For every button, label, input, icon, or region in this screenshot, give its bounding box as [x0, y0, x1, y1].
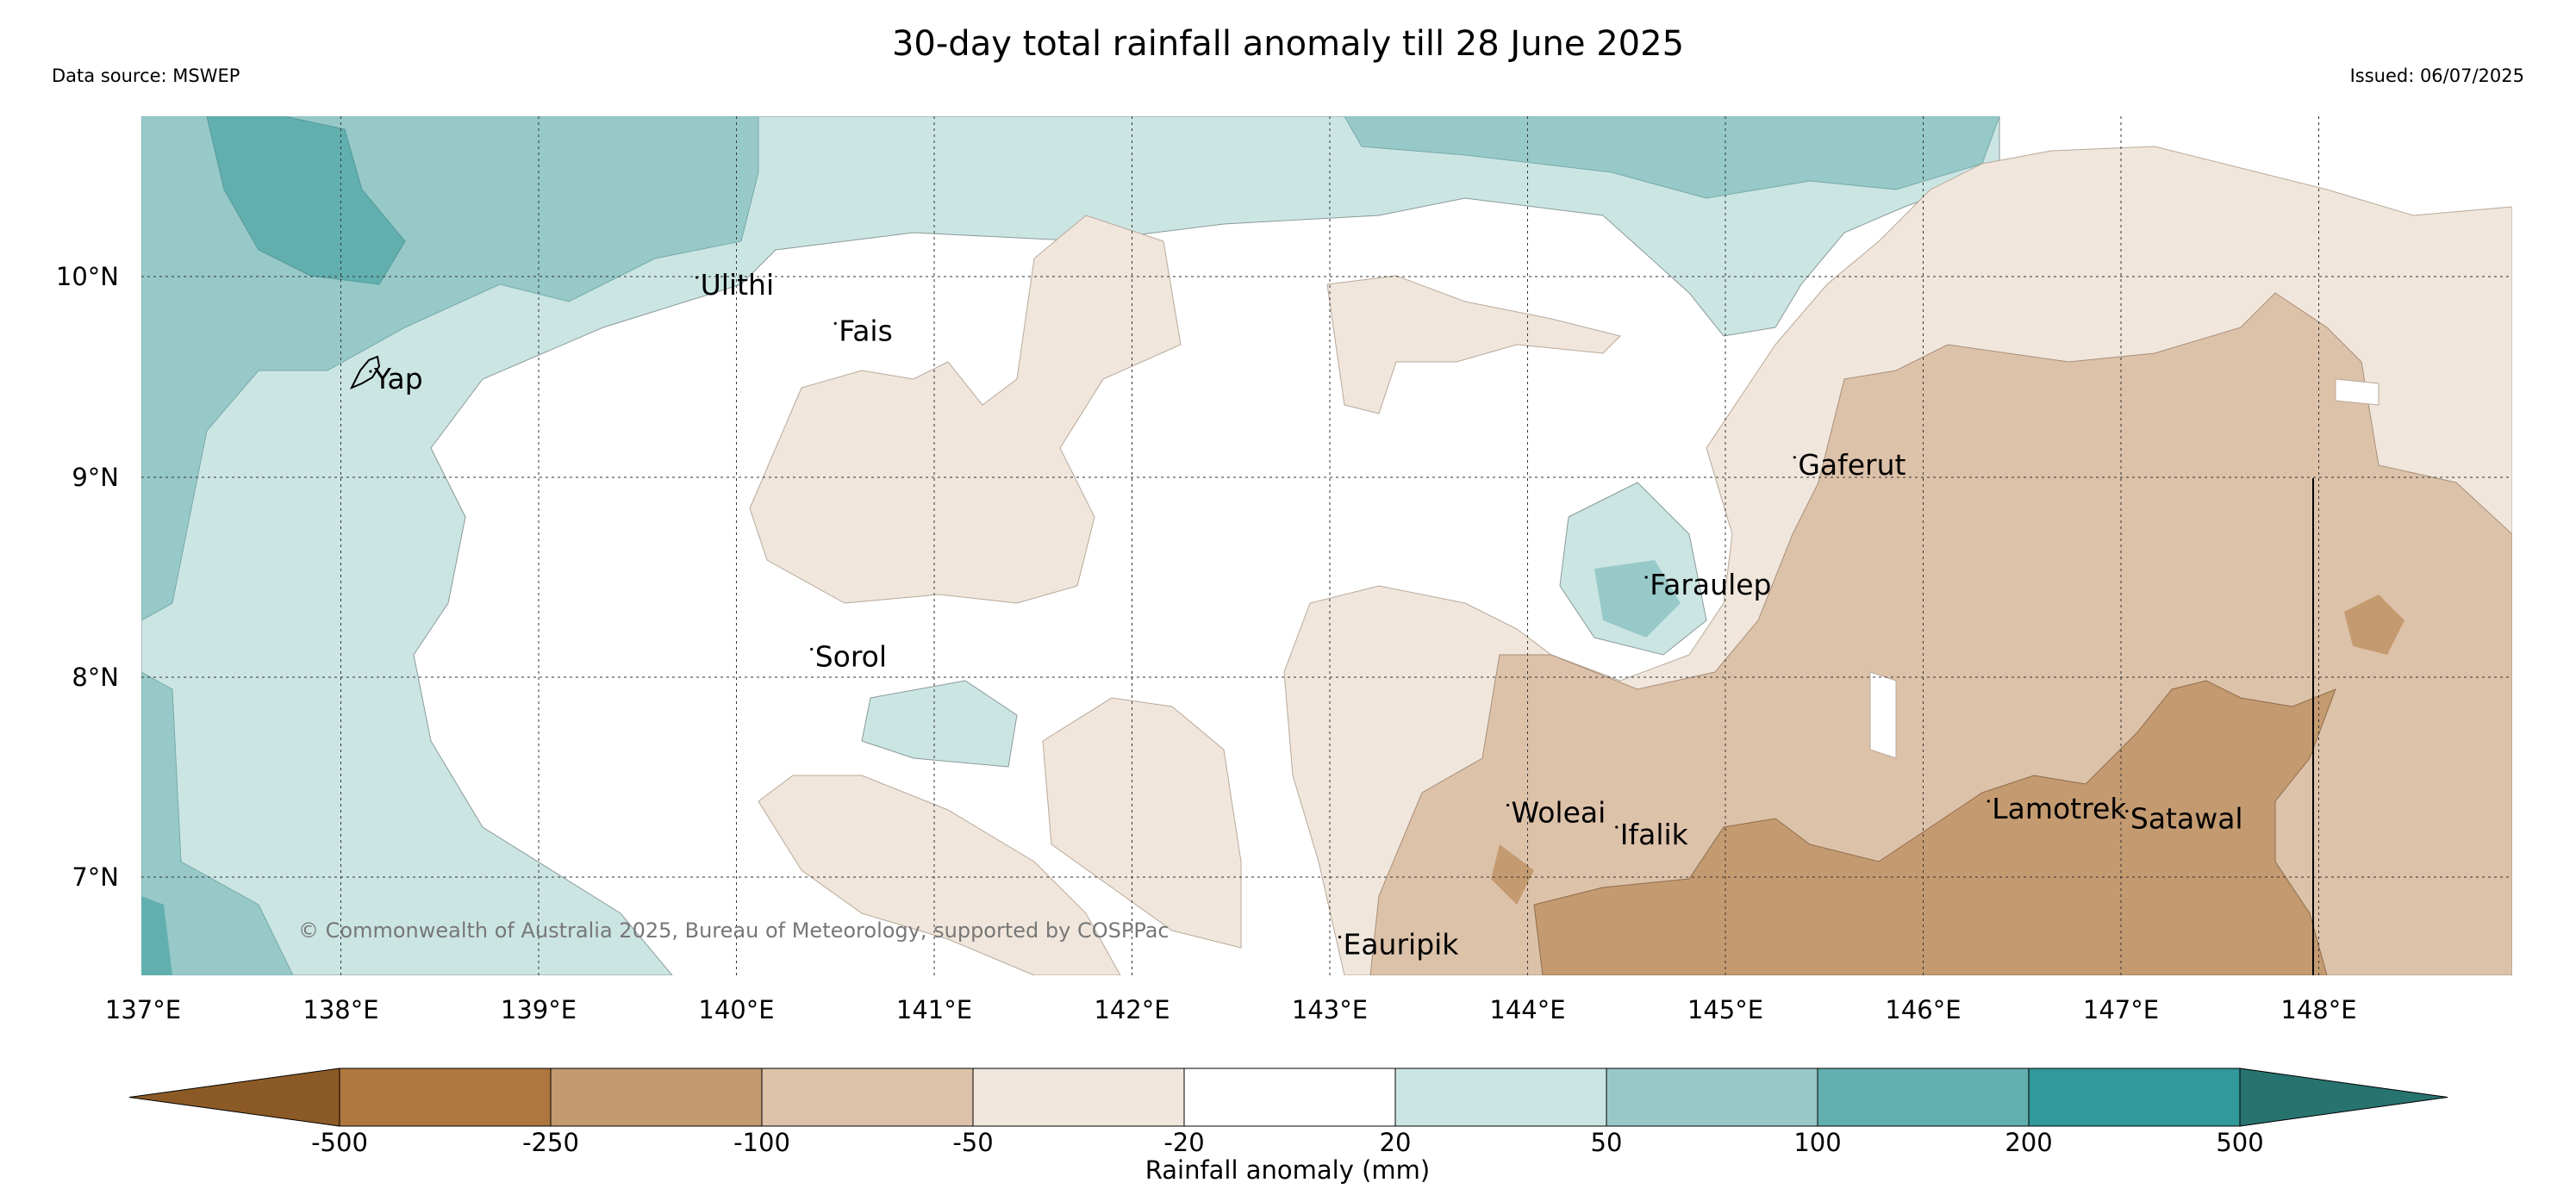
colorbar-segment — [339, 1068, 552, 1127]
contour-dry-20-50c — [1326, 275, 1621, 414]
lat-tick-label: 8°N — [72, 663, 119, 692]
place-label: Lamotrek — [1992, 792, 2127, 825]
colorbar-tick-labels: -500 -250 -100 -50 -20 20 50 100 200 500 — [311, 1128, 2264, 1157]
place-marker — [2125, 809, 2129, 813]
lon-tick-label: 139°E — [501, 995, 577, 1024]
place-label: Woleai — [1512, 795, 1606, 829]
lon-tick-label: 147°E — [2083, 995, 2159, 1024]
colorbar-segment — [972, 1068, 1185, 1127]
colorbar-label: Rainfall anomaly (mm) — [1145, 1155, 1431, 1185]
place-labels: Ulithi Fais Yap Gaferut Faraulep Sorol Woleai I… — [369, 268, 2243, 962]
place-label: Gaferut — [1798, 448, 1905, 482]
colorbar-segment — [1817, 1068, 2030, 1127]
issued-date-label: Issued: 06/07/2025 — [2349, 65, 2524, 86]
place-marker — [1644, 576, 1648, 579]
yap-island-outline — [349, 355, 381, 389]
place-label: Faraulep — [1650, 568, 1771, 601]
colorbar-segment — [1183, 1068, 1396, 1127]
lon-tick-label: 140°E — [698, 995, 774, 1024]
place-label: Yap — [373, 362, 423, 395]
place-marker — [1506, 803, 1510, 807]
lon-tick-label: 148°E — [2280, 995, 2356, 1024]
colorbar-extend-high — [2239, 1068, 2448, 1127]
lon-tick-label: 142°E — [1094, 995, 1169, 1024]
colorbar-tick-label: 200 — [2005, 1128, 2052, 1157]
contour-dry-100-250 — [1533, 680, 2336, 975]
colorbar-segment — [2028, 1068, 2241, 1127]
place-label: Eauripik — [1343, 928, 1459, 962]
place-label: Ifalik — [1620, 818, 1689, 851]
map-title: 30-day total rainfall anomaly till 28 Ju… — [891, 24, 1685, 64]
colorbar-tick-label: -50 — [952, 1128, 993, 1157]
place-marker — [833, 321, 837, 325]
contour-wet-faraulep-inner — [1594, 560, 1681, 638]
contour-dry-20-50d — [758, 775, 1121, 975]
colorbar-tick-label: 500 — [2216, 1128, 2263, 1157]
colorbar-tick-label: -20 — [1163, 1128, 1204, 1157]
colorbar-extend-low — [128, 1068, 340, 1127]
contour-wet-50-100c — [141, 671, 294, 975]
colorbar-tick-label: -500 — [311, 1128, 368, 1157]
colorbar-tick-label: -250 — [522, 1128, 579, 1157]
colorbar-segment — [550, 1068, 763, 1127]
lon-tick-label: 143°E — [1292, 995, 1368, 1024]
contour-wet-100-200b — [141, 896, 172, 975]
lon-tick-label: 146°E — [1885, 995, 1961, 1024]
data-source-label: Data source: MSWEP — [52, 65, 240, 86]
latitude-tick-labels: 7°N 8°N 9°N 10°N — [56, 262, 119, 892]
colorbar-body — [128, 1068, 2448, 1127]
place-label: Sorol — [815, 640, 887, 674]
contour-dry-100-250b — [2344, 594, 2404, 655]
place-marker — [1615, 825, 1619, 829]
lon-tick-label: 137°E — [105, 995, 181, 1024]
place-marker — [369, 370, 372, 373]
colorbar-segment — [761, 1068, 974, 1127]
contour-dry-20-50e — [1042, 697, 1242, 949]
colorbar-segment — [1606, 1068, 1818, 1127]
lat-tick-label: 9°N — [72, 463, 119, 492]
rainfall-anomaly-map: © Commonwealth of Australia 2025, Bureau… — [56, 116, 2512, 1024]
place-marker — [810, 647, 814, 651]
place-marker — [695, 276, 699, 279]
place-label: Fais — [839, 314, 893, 347]
place-label: Satawal — [2130, 801, 2243, 835]
lat-tick-label: 10°N — [56, 262, 119, 291]
lon-tick-label: 138°E — [303, 995, 378, 1024]
contour-dry-20-50b — [749, 215, 1182, 604]
colorbar-segment — [1394, 1068, 1607, 1127]
longitude-tick-labels: 137°E 138°E 139°E 140°E 141°E 142°E 143°E 144°E… — [105, 995, 2357, 1024]
contour-wet-50-100b — [1344, 116, 2000, 199]
place-marker — [1338, 936, 1342, 939]
lat-tick-label: 7°N — [72, 862, 119, 892]
colorbar-tick-label: 100 — [1793, 1128, 1841, 1157]
place-marker — [1793, 456, 1796, 459]
contour-wet-small — [861, 680, 1018, 768]
contour-dry-100-250c — [1491, 844, 1534, 905]
lon-tick-label: 145°E — [1687, 995, 1763, 1024]
contour-wet-100-200 — [206, 116, 406, 285]
place-marker — [1987, 800, 1990, 803]
colorbar-tick-label: 50 — [1591, 1128, 1623, 1157]
colorbar-tick-label: -100 — [733, 1128, 790, 1157]
contour-layer — [141, 116, 2512, 975]
place-label: Ulithi — [701, 268, 775, 302]
lon-tick-label: 144°E — [1489, 995, 1565, 1024]
lon-tick-label: 141°E — [896, 995, 972, 1024]
graticule — [141, 116, 2512, 975]
copyright-text: © Commonwealth of Australia 2025, Bureau… — [298, 918, 1169, 943]
colorbar-tick-label: 20 — [1380, 1128, 1412, 1157]
